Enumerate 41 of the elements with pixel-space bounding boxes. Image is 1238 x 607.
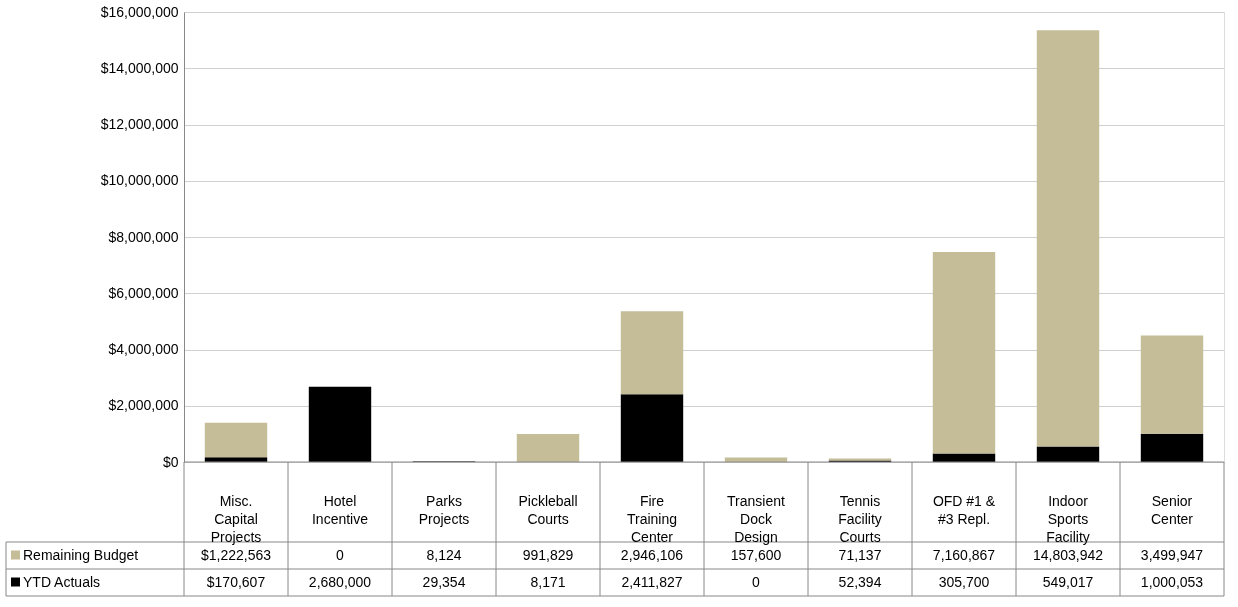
data-label: 71,137	[838, 546, 882, 563]
data-label: 2,680,000	[308, 573, 372, 590]
data-label: 3,499,947	[1140, 546, 1204, 563]
data-label: 7,160,867	[932, 546, 996, 563]
data-label: 305,700	[938, 573, 990, 590]
x-tick-label: Tennis Facility Courts	[838, 493, 882, 545]
data-label: 8,171	[530, 573, 566, 590]
data-label: 549,017	[1042, 573, 1094, 590]
data-label: 14,803,942	[1032, 546, 1104, 563]
y-tick-label: $4,000,000	[108, 341, 179, 357]
legend-label: Remaining Budget	[23, 546, 139, 563]
data-label: 0	[752, 573, 761, 590]
y-tick-label: $2,000,000	[108, 397, 179, 414]
data-label: 2,411,827	[621, 573, 683, 590]
data-label: 29,354	[422, 573, 466, 590]
data-label: 1,000,053	[1140, 573, 1204, 590]
x-tick-label: Parks Projects	[418, 493, 470, 527]
x-tick-label: Transient Dock Design	[727, 493, 786, 545]
data-label: 0	[336, 546, 345, 563]
y-tick-label: $10,000,000	[100, 172, 179, 189]
x-tick-label: Misc. Capital Projects	[210, 493, 262, 545]
data-label: $1,222,563	[200, 546, 272, 563]
y-tick-label: $8,000,000	[108, 228, 179, 245]
data-label: 8,124	[426, 546, 462, 563]
x-tick-label: Pickleball Courts	[518, 493, 578, 527]
x-tick-label: Hotel Incentive	[311, 493, 369, 527]
data-label: 52,394	[838, 573, 882, 590]
y-tick-label: $6,000,000	[108, 284, 179, 301]
data-label: 2,946,106	[620, 546, 684, 563]
x-tick-label: Senior Center	[1150, 493, 1194, 527]
y-tick-label: $12,000,000	[100, 116, 179, 132]
y-tick-label: $0	[162, 453, 179, 470]
legend-label: YTD Actuals	[23, 573, 101, 590]
y-tick-label: $16,000,000	[100, 3, 179, 20]
x-tick-label: Fire Training Center	[626, 493, 678, 545]
y-tick-label: $14,000,000	[100, 59, 179, 76]
x-tick-label: Indoor Sports Facility	[1046, 493, 1090, 545]
x-tick-label: OFD #1 & #3 Repl.	[932, 493, 996, 527]
data-label: $170,607	[206, 573, 266, 590]
data-label: 991,829	[522, 546, 574, 563]
data-label: 157,600	[730, 546, 782, 563]
